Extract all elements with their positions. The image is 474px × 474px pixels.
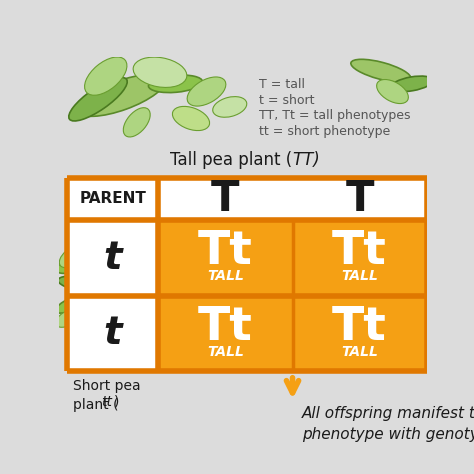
Bar	[67, 296, 158, 371]
Ellipse shape	[187, 77, 226, 106]
Bar	[292, 220, 427, 296]
Text: Tt: Tt	[332, 229, 387, 274]
Bar	[67, 220, 158, 296]
Text: Tt: Tt	[198, 229, 253, 274]
Text: tt = short phenotype: tt = short phenotype	[259, 125, 391, 137]
Ellipse shape	[123, 108, 150, 137]
Ellipse shape	[55, 293, 91, 313]
Text: All offspring manifest the tall
phenotype with genotype Tt.: All offspring manifest the tall phenotyp…	[302, 406, 474, 442]
Bar	[292, 178, 427, 220]
Ellipse shape	[59, 246, 82, 267]
Ellipse shape	[57, 316, 100, 329]
Text: t: t	[103, 314, 122, 352]
Text: Tt: Tt	[198, 305, 253, 350]
Bar	[67, 178, 158, 220]
Text: TALL: TALL	[207, 269, 244, 283]
Ellipse shape	[72, 286, 100, 305]
Text: TT​): TT​)	[292, 151, 319, 169]
Text: T: T	[346, 178, 374, 220]
Text: TALL: TALL	[341, 345, 378, 359]
Ellipse shape	[173, 106, 210, 130]
Ellipse shape	[133, 57, 187, 87]
Text: ): )	[113, 395, 119, 409]
Text: TT, Tt = tall phenotypes: TT, Tt = tall phenotypes	[259, 109, 410, 122]
Ellipse shape	[77, 74, 165, 116]
Text: TALL: TALL	[207, 345, 244, 359]
Ellipse shape	[69, 77, 127, 121]
Bar	[158, 296, 292, 371]
Ellipse shape	[56, 310, 78, 327]
Text: tt: tt	[101, 395, 112, 409]
Ellipse shape	[84, 57, 127, 95]
Text: Tall pea plant (​: Tall pea plant (​	[170, 151, 292, 169]
Text: PARENT: PARENT	[79, 191, 146, 207]
Ellipse shape	[55, 256, 97, 273]
Ellipse shape	[391, 76, 433, 91]
Ellipse shape	[377, 80, 409, 103]
Text: t: t	[103, 239, 122, 277]
Bar	[292, 296, 427, 371]
Ellipse shape	[351, 59, 411, 82]
Text: Tt: Tt	[332, 305, 387, 350]
Text: Short pea
plant (: Short pea plant (	[73, 379, 141, 412]
Ellipse shape	[148, 75, 202, 92]
Text: t = short: t = short	[259, 94, 315, 107]
Bar	[158, 220, 292, 296]
Text: TALL: TALL	[341, 269, 378, 283]
Text: T: T	[211, 178, 240, 220]
Ellipse shape	[58, 276, 104, 292]
Ellipse shape	[213, 97, 247, 117]
Bar	[158, 178, 292, 220]
Text: T = tall: T = tall	[259, 78, 305, 91]
